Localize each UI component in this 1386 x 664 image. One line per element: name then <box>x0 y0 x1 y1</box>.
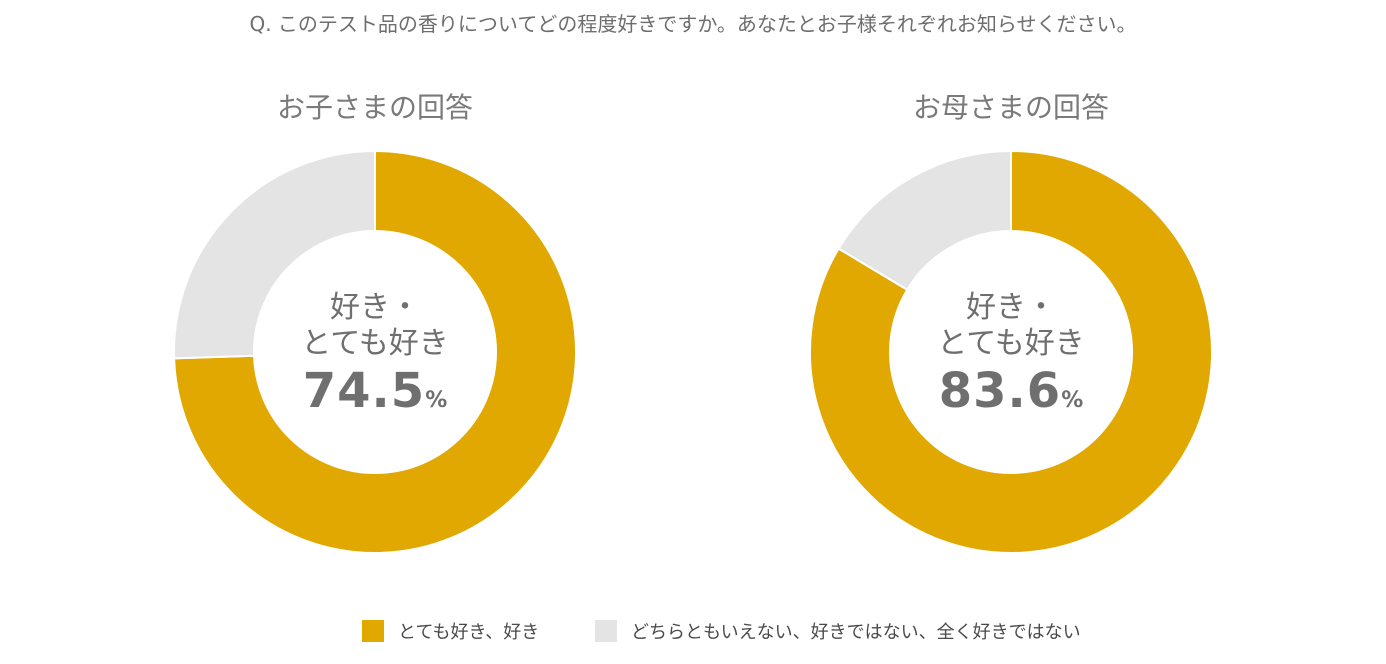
center-label-line2: とても好き <box>937 326 1085 361</box>
center-label-line2: とても好き <box>301 326 449 361</box>
donut-slice-like <box>809 150 1213 554</box>
center-label-line1: 好き・ <box>330 290 420 325</box>
question-text: Q. このテスト品の香りについてどの程度好きですか。あなたとお子様それぞれお知ら… <box>249 12 1137 36</box>
legend-swatch-like <box>362 620 384 642</box>
center-value-unit: % <box>1061 388 1084 413</box>
center-value-number: 74.5 <box>302 363 426 419</box>
center-label-line1: 好き・ <box>966 290 1056 325</box>
legend-label-other: どちらともいえない、好きではない、全く好きではない <box>631 622 1081 643</box>
legend-swatch-other <box>595 620 618 642</box>
center-value-number: 83.6 <box>938 363 1062 419</box>
center-value: 83.6% <box>791 364 1231 428</box>
donut-slice-other <box>837 150 1012 292</box>
donut-slice-other <box>173 150 376 360</box>
donut-chart <box>173 150 577 554</box>
child-chart: お子さまの回答 好き・ とても好き 74.5% <box>155 80 595 570</box>
center-label: 好き・ とても好き 83.6% <box>791 290 1231 428</box>
legend-item-like: とても好き、好き <box>362 618 539 644</box>
mother-chart: お母さまの回答 好き・ とても好き 83.6% <box>791 80 1231 570</box>
legend-label-like: とても好き、好き <box>398 622 540 643</box>
donut-slice-like <box>173 150 577 554</box>
chart-title: お子さまの回答 <box>276 91 473 124</box>
donut-chart <box>809 150 1213 554</box>
chart-title: お母さまの回答 <box>912 91 1109 124</box>
center-value: 74.5% <box>155 364 595 428</box>
center-value-unit: % <box>425 388 448 413</box>
legend: とても好き、好き どちらともいえない、好きではない、全く好きではない <box>362 618 1131 644</box>
legend-item-other: どちらともいえない、好きではない、全く好きではない <box>595 618 1081 644</box>
center-label: 好き・ とても好き 74.5% <box>155 290 595 428</box>
